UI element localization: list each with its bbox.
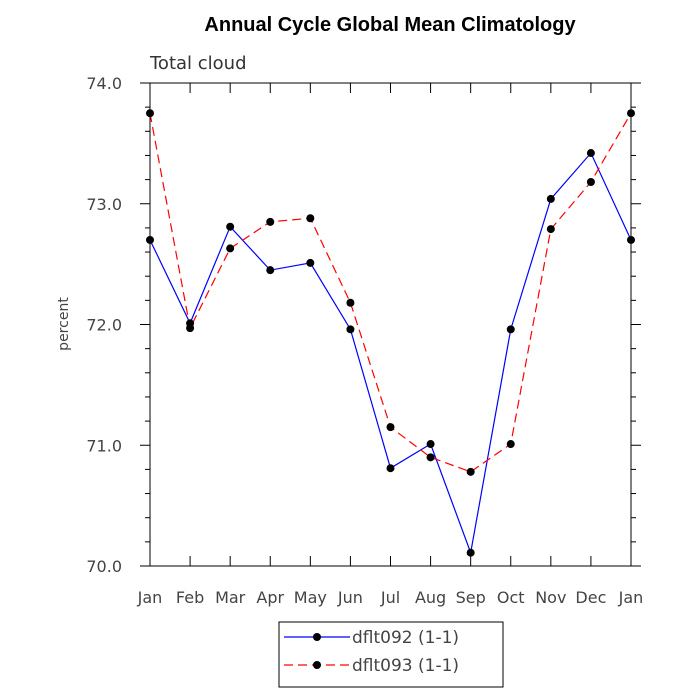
series-points	[146, 109, 635, 557]
x-tick-label: Nov	[535, 588, 566, 607]
legend-label-2: dflt093 (1-1)	[352, 656, 459, 676]
data-point-series-2	[346, 298, 355, 307]
data-point-series-2	[586, 178, 595, 187]
data-point-series-1	[226, 222, 235, 231]
legend: dflt092 (1-1) dflt093 (1-1)	[278, 621, 504, 688]
legend-marker-1	[313, 633, 321, 641]
x-tick-label: Apr	[256, 588, 284, 607]
y-tick-label: 71.0	[86, 436, 122, 455]
x-tick-label: Jan	[137, 588, 163, 607]
legend-label-1: dflt092 (1-1)	[352, 628, 459, 648]
data-point-series-1	[306, 258, 315, 267]
chart-title: Annual Cycle Global Mean Climatology	[204, 14, 576, 36]
plot-frame	[149, 82, 632, 567]
legend-marker-2	[313, 661, 321, 669]
x-tick-label: Jul	[380, 588, 400, 607]
y-axis-label: percent	[56, 297, 72, 351]
x-tick-label: Mar	[215, 588, 246, 607]
y-tick-label: 74.0	[86, 74, 122, 93]
data-point-series-1	[546, 194, 555, 203]
series-lines	[149, 112, 632, 555]
data-point-series-2	[306, 214, 315, 223]
data-point-series-1	[586, 149, 595, 158]
x-tick-label: Jan	[618, 588, 644, 607]
data-point-series-1	[266, 266, 275, 275]
x-tick-label: Jun	[337, 588, 363, 607]
tick-labels: Jan Feb Mar Apr May Jun Jul Aug Sep Oct Nov Dec Jan 7…	[86, 74, 643, 607]
y-tick-label: 73.0	[86, 195, 122, 214]
data-point-series-2	[506, 440, 515, 449]
series-line-1	[149, 151, 632, 555]
data-point-series-2	[266, 217, 275, 226]
x-tick-label: May	[294, 588, 327, 607]
data-point-series-2	[546, 225, 555, 234]
data-point-series-1	[506, 325, 515, 334]
x-tick-label: Feb	[176, 588, 204, 607]
axis-ticks	[140, 82, 641, 567]
y-tick-label: 70.0	[86, 557, 122, 576]
legend-box	[278, 621, 504, 688]
data-point-series-2	[466, 467, 475, 476]
data-point-series-1	[466, 548, 475, 557]
data-point-series-1	[386, 464, 395, 473]
y-tick-label: 72.0	[86, 316, 122, 335]
series-line-2	[149, 112, 632, 473]
data-point-series-1	[426, 440, 435, 449]
x-tick-label: Aug	[415, 588, 446, 607]
data-point-series-2	[226, 244, 235, 253]
x-tick-label: Sep	[456, 588, 486, 607]
data-point-series-2	[426, 453, 435, 462]
data-point-series-2	[186, 324, 195, 333]
x-tick-label: Oct	[497, 588, 525, 607]
chart-subtitle: Total cloud	[149, 53, 247, 74]
data-point-series-2	[386, 423, 395, 432]
data-point-series-1	[346, 325, 355, 334]
x-tick-label: Dec	[575, 588, 606, 607]
